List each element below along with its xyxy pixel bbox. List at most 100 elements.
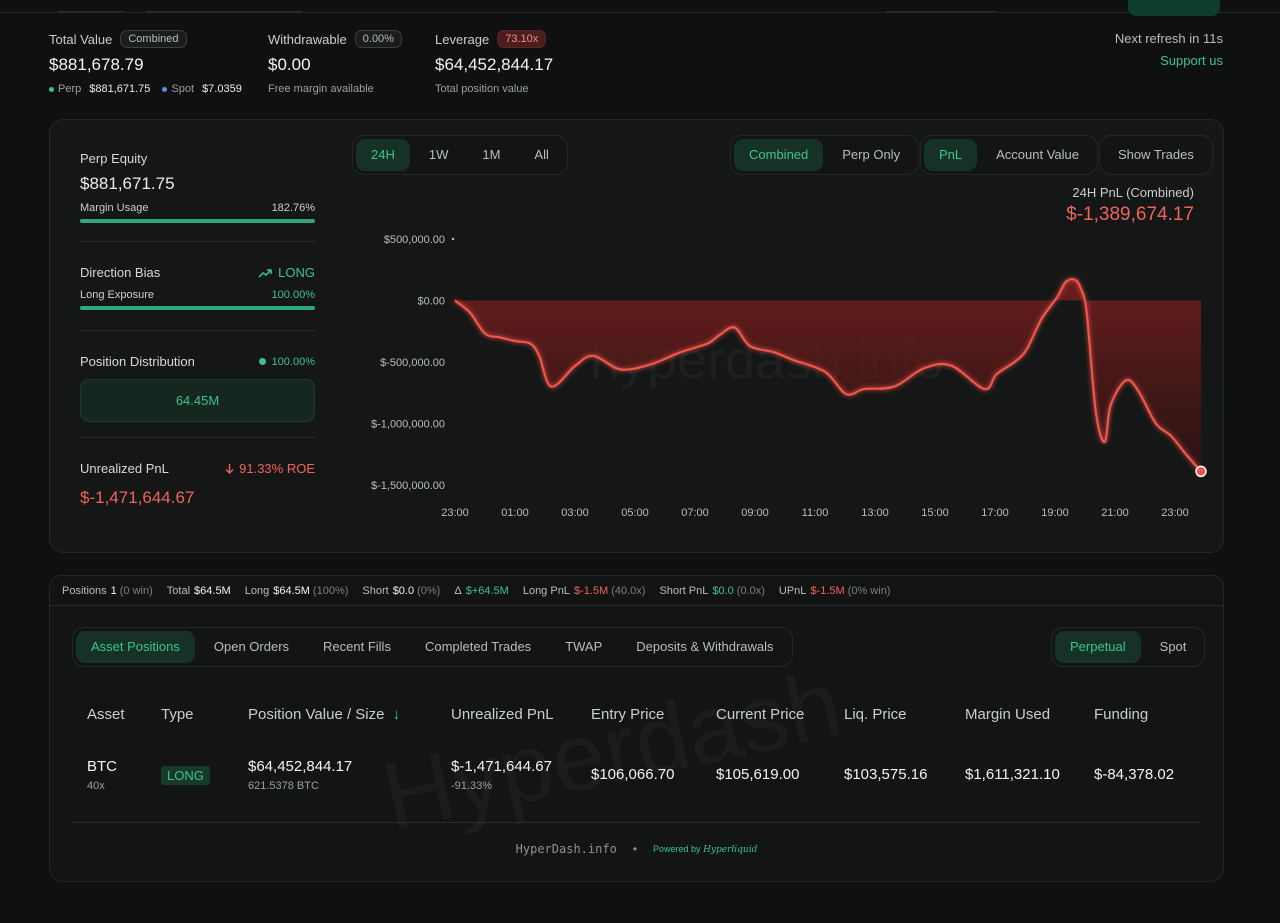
tab-perp-only[interactable]: Perp Only <box>842 147 901 162</box>
distribution-dot-icon <box>258 358 266 365</box>
tab-1m[interactable]: 1M <box>482 147 501 162</box>
pnl-area <box>455 279 1201 472</box>
sort-down-icon[interactable]: ↓ <box>392 706 401 723</box>
margin-usage-bar <box>80 219 315 223</box>
tab-completed-trades[interactable]: Completed Trades <box>424 639 532 654</box>
tab-twap[interactable]: TWAP <box>565 639 603 654</box>
strip-long-pnl: Long PnL $-1.5M (40.0x) <box>522 585 646 597</box>
positions-summary-strip: Positions 1 (0 win) Total $64.5M Long $64.5M… <box>49 575 1224 606</box>
x-tick-label: 23:00 <box>1161 507 1189 519</box>
spot-label: Spot <box>171 83 195 95</box>
row-upnl-pct: -91.33% <box>451 780 492 792</box>
direction-label: Direction Bias <box>80 265 161 280</box>
row-asset[interactable]: BTC <box>87 758 117 775</box>
row-entry-price: $106,066.70 <box>591 766 675 783</box>
powered-by-link[interactable]: Powered by Hyperliquid <box>653 843 758 855</box>
tab-recent-fills[interactable]: Recent Fills <box>323 639 391 654</box>
pnl-chart[interactable]: hyperdash.info$500,000.00$0.00$-500,000.… <box>355 220 1215 530</box>
tab-24h[interactable]: 24H <box>356 139 410 171</box>
distribution-value: 100.00% <box>271 355 315 368</box>
col-margin-used[interactable]: Margin Used <box>965 706 1051 723</box>
row-upnl: $-1,471,644.67 <box>451 758 552 775</box>
top-border <box>0 12 1280 13</box>
y-axis-top-dot <box>451 237 455 241</box>
tab-1w[interactable]: 1W <box>428 147 449 162</box>
unrealized-value: $-1,471,644.67 <box>80 488 195 507</box>
positions-card: Hyperdash Asset Positions Open Orders Re… <box>49 605 1224 882</box>
show-trades-group: Show Trades <box>1099 135 1213 175</box>
row-funding: $-84,378.02 <box>1094 766 1175 783</box>
show-trades-button[interactable]: Show Trades <box>1118 147 1194 162</box>
top-action-button[interactable] <box>1128 0 1220 16</box>
tab-all[interactable]: All <box>534 147 549 162</box>
withdrawable-stat: Withdrawable 0.00% $0.00 Free margin avai… <box>268 30 402 95</box>
range-tabs: 24H 1W 1M All <box>352 135 568 175</box>
col-type[interactable]: Type <box>161 706 194 723</box>
col-entry-price[interactable]: Entry Price <box>591 706 665 723</box>
distribution-bar[interactable]: 64.45M <box>80 379 315 422</box>
y-tick-label: $-1,500,000.00 <box>371 480 445 492</box>
strip-upnl: UPnL $-1.5M (0% win) <box>778 585 891 597</box>
refresh-timer: Next refresh in 11s <box>1114 31 1223 46</box>
tab-account-value[interactable]: Account Value <box>996 147 1080 162</box>
margin-usage-label: Margin Usage <box>80 202 149 214</box>
leverage-sub: Total position value <box>435 83 529 95</box>
tab-spot[interactable]: Spot <box>1159 639 1187 654</box>
tab-pnl[interactable]: PnL <box>924 139 978 171</box>
x-tick-label: 03:00 <box>561 507 589 519</box>
unrealized-label: Unrealized PnL <box>80 461 169 476</box>
footer-brand[interactable]: HyperDash.info <box>515 842 617 856</box>
y-tick-label: $500,000.00 <box>384 234 445 246</box>
col-funding[interactable]: Funding <box>1094 706 1149 723</box>
support-link[interactable]: Support us <box>1160 53 1223 68</box>
x-tick-label: 15:00 <box>921 507 949 519</box>
spot-dot-icon <box>162 86 168 92</box>
row-leverage: 40x <box>87 780 105 792</box>
pnl-line <box>454 278 1202 473</box>
perp-equity-section: Perp Equity $881,671.75 Margin Usage 182… <box>80 120 315 242</box>
arrow-down-icon <box>225 464 234 474</box>
row-size: 621.5378 BTC <box>248 780 319 792</box>
nav-ghost-2 <box>146 0 302 12</box>
strip-short: Short $0.0 (0%) <box>362 585 441 597</box>
x-tick-label: 17:00 <box>981 507 1009 519</box>
col-current-price[interactable]: Current Price <box>716 706 805 723</box>
strip-delta: Δ $+64.5M <box>454 585 509 597</box>
long-exposure-value: 100.00% <box>271 289 315 301</box>
pnl-last-point <box>1195 465 1207 478</box>
margin-usage-value: 182.76% <box>271 202 315 214</box>
footer-separator: • <box>632 842 638 856</box>
col-unrealized-pnl[interactable]: Unrealized PnL <box>451 706 554 723</box>
row-current-price: $105,619.00 <box>716 766 800 783</box>
nav-ghost-1 <box>58 0 124 12</box>
spot-value: $7.0359 <box>202 83 242 95</box>
footer: HyperDash.info • Powered by Hyperliquid <box>50 842 1223 856</box>
long-exposure-label: Long Exposure <box>80 289 154 301</box>
x-tick-label: 05:00 <box>621 507 649 519</box>
x-tick-label: 11:00 <box>802 507 829 519</box>
col-asset[interactable]: Asset <box>87 706 125 723</box>
y-tick-label: $-500,000.00 <box>380 357 445 369</box>
tab-combined[interactable]: Combined <box>734 139 824 171</box>
withdrawable-label: Withdrawable <box>268 31 347 47</box>
tab-open-orders[interactable]: Open Orders <box>213 639 290 654</box>
withdrawable-value: $0.00 <box>268 55 311 74</box>
y-tick-label: $0.00 <box>417 296 445 308</box>
tab-deposits-withdrawals[interactable]: Deposits & Withdrawals <box>636 639 774 654</box>
combined-badge: Combined <box>120 30 187 48</box>
col-position-value[interactable]: Position Value / Size ↓ <box>248 706 401 723</box>
leverage-label: Leverage <box>435 31 490 47</box>
tab-perpetual[interactable]: Perpetual <box>1055 631 1141 663</box>
market-tabs: Perpetual Spot <box>1051 627 1206 667</box>
row-liq-price: $103,575.16 <box>844 766 928 783</box>
unrealized-section: Unrealized PnL 91.33% ROE $-1,471,644.67 <box>80 438 315 508</box>
row-position-value: $64,452,844.17 <box>248 758 353 775</box>
trending-up-icon <box>258 268 272 278</box>
col-liq-price[interactable]: Liq. Price <box>844 706 907 723</box>
perp-label: Perp <box>58 83 82 95</box>
x-tick-label: 19:00 <box>1041 507 1069 519</box>
perp-equity-value: $881,671.75 <box>80 174 175 193</box>
tab-asset-positions[interactable]: Asset Positions <box>76 631 195 663</box>
distribution-section: Position Distribution 100.00% 64.45M <box>80 331 315 438</box>
x-tick-label: 07:00 <box>681 507 709 519</box>
